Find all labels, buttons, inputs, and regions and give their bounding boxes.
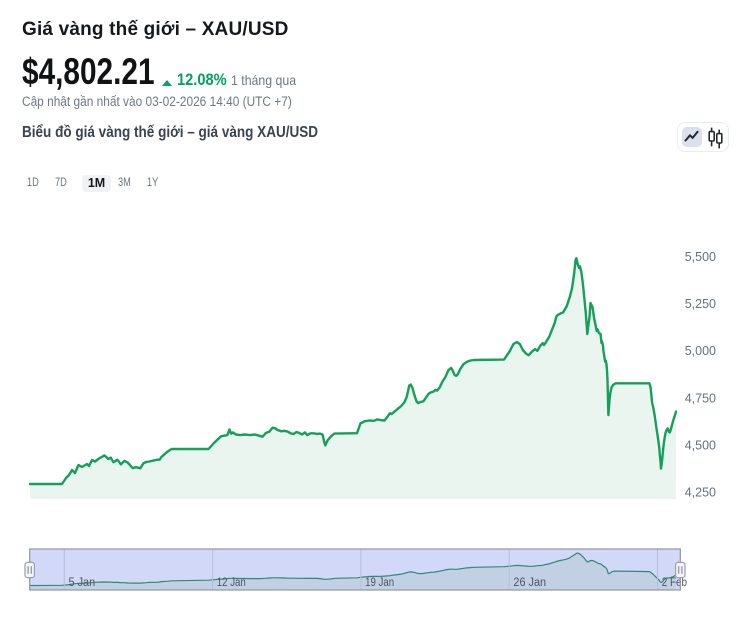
svg-text:5 Jan: 5 Jan bbox=[69, 577, 96, 589]
svg-text:4,250: 4,250 bbox=[685, 486, 716, 500]
svg-text:5,500: 5,500 bbox=[685, 250, 716, 264]
svg-text:12 Jan: 12 Jan bbox=[217, 577, 246, 589]
svg-text:2 Feb: 2 Feb bbox=[662, 577, 687, 589]
svg-text:26 Jan: 26 Jan bbox=[513, 577, 546, 589]
svg-text:5,000: 5,000 bbox=[685, 344, 716, 358]
svg-text:5,250: 5,250 bbox=[685, 297, 716, 311]
svg-text:4,500: 4,500 bbox=[685, 439, 716, 453]
svg-text:19 Jan: 19 Jan bbox=[365, 577, 394, 589]
svg-text:4,750: 4,750 bbox=[685, 391, 716, 405]
